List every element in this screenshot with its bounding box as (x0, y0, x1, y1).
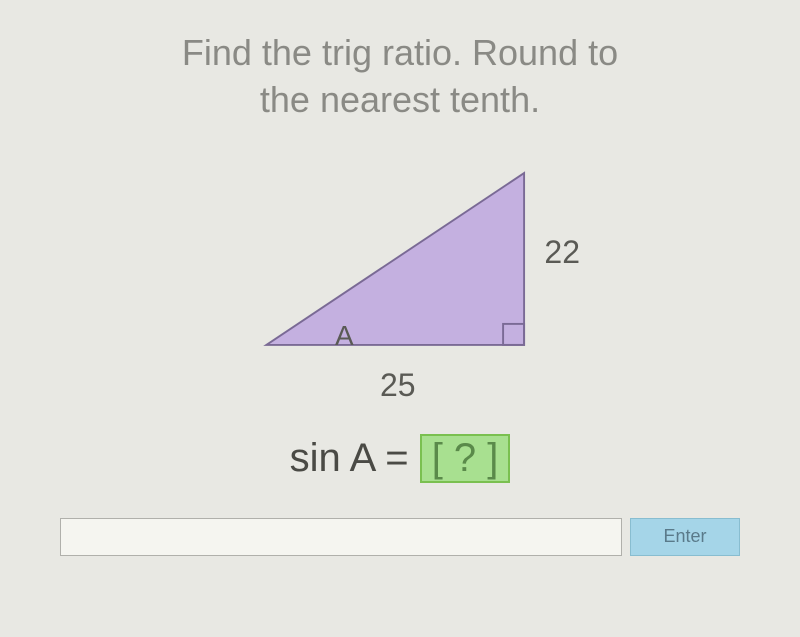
triangle-shape (266, 173, 524, 345)
question-text: Find the trig ratio. Round to the neares… (182, 30, 618, 124)
side-label-adjacent: 25 (380, 367, 416, 404)
triangle-diagram: A 22 25 (230, 154, 570, 364)
equation-prefix: sin A = (290, 436, 420, 480)
side-label-opposite: 22 (544, 234, 580, 271)
answer-input[interactable] (60, 518, 622, 556)
answer-placeholder: [ ? ] (420, 434, 511, 483)
input-row: Enter (60, 518, 740, 556)
question-line-2: the nearest tenth. (182, 77, 618, 124)
triangle-svg (230, 154, 570, 364)
question-line-1: Find the trig ratio. Round to (182, 30, 618, 77)
equation: sin A = [ ? ] (290, 434, 511, 483)
enter-button[interactable]: Enter (630, 518, 740, 556)
angle-label-a: A (335, 320, 354, 352)
